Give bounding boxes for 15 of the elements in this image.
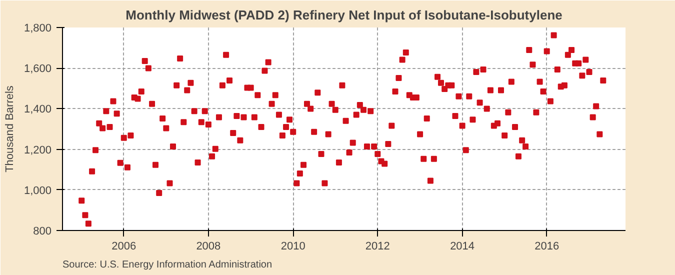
- x-tick-label: 2014: [450, 240, 475, 252]
- y-tick-label: 1,600: [24, 63, 52, 76]
- y-tick-label: 800: [33, 226, 52, 238]
- y-tick-label: 1,000: [24, 184, 52, 197]
- y-tick-label: 1,200: [24, 144, 52, 156]
- x-tick-label: 2012: [365, 240, 390, 252]
- y-axis-title: Thousand Barrels: [4, 85, 16, 172]
- x-tick-label: 2016: [534, 240, 560, 252]
- x-tick-label: 2006: [112, 240, 136, 252]
- source-note: Source: U.S. Energy Information Administration: [62, 260, 272, 270]
- x-tick-label: 2008: [196, 240, 221, 252]
- chart-title: Monthly Midwest (PADD 2) Refinery Net Input of Isobutane-Isobutylene: [126, 8, 562, 22]
- y-tick-label: 1,800: [24, 22, 52, 34]
- y-tick-label: 1,400: [24, 104, 52, 116]
- x-tick-label: 2010: [280, 240, 306, 252]
